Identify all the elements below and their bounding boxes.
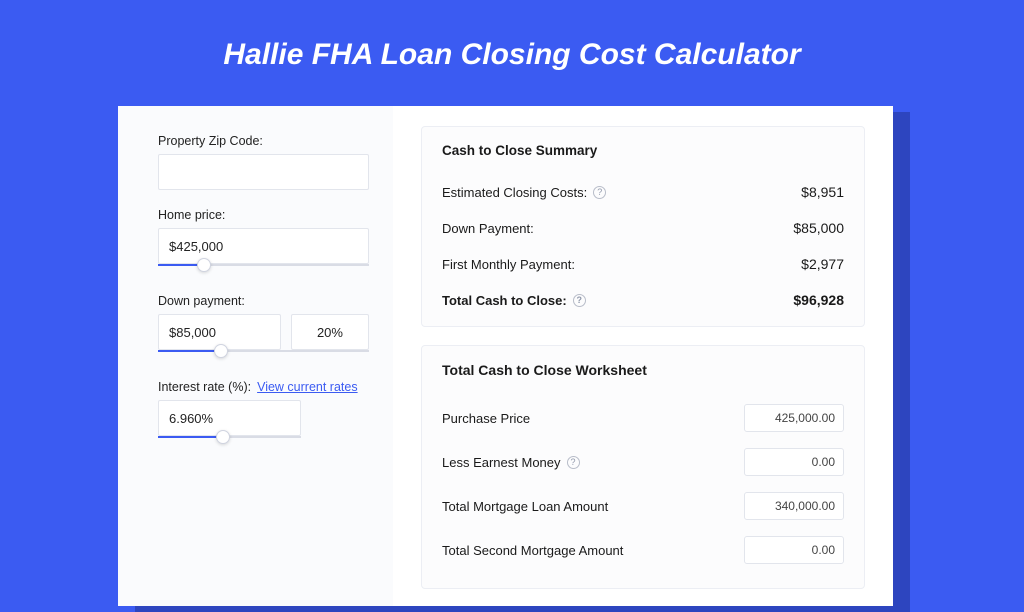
worksheet-title: Total Cash to Close Worksheet [442, 362, 844, 378]
worksheet-row-input[interactable] [744, 448, 844, 476]
interest-label-text: Interest rate (%): [158, 380, 251, 394]
worksheet-row-input[interactable] [744, 536, 844, 564]
interest-label: Interest rate (%): View current rates [158, 380, 369, 394]
down-payment-slider[interactable] [158, 350, 369, 362]
zip-field: Property Zip Code: [158, 134, 369, 190]
worksheet-rows: Purchase Price Less Earnest Money? Total M… [442, 396, 844, 572]
home-price-slider[interactable] [158, 264, 369, 276]
down-payment-pct-input[interactable] [291, 314, 369, 350]
worksheet-row-label: Total Second Mortgage Amount [442, 543, 623, 558]
home-price-field: Home price: [158, 208, 369, 276]
summary-row-label: Estimated Closing Costs: [442, 185, 587, 200]
worksheet-row-input[interactable] [744, 492, 844, 520]
help-icon[interactable]: ? [567, 456, 580, 469]
summary-row-label: First Monthly Payment: [442, 257, 575, 272]
worksheet-row-label: Purchase Price [442, 411, 530, 426]
summary-row: Estimated Closing Costs:? $8,951 [442, 174, 844, 210]
down-payment-field: Down payment: [158, 294, 369, 362]
summary-rows: Estimated Closing Costs:? $8,951 Down Paym… [442, 174, 844, 282]
summary-row-label: Down Payment: [442, 221, 534, 236]
inputs-panel: Property Zip Code: Home price: Down paym… [118, 106, 393, 606]
summary-row-value: $8,951 [801, 184, 844, 200]
summary-title: Cash to Close Summary [442, 143, 844, 158]
summary-row: Down Payment: $85,000 [442, 210, 844, 246]
calculator-card: Property Zip Code: Home price: Down paym… [118, 106, 893, 606]
summary-row-value: $85,000 [793, 220, 844, 236]
worksheet-row: Total Second Mortgage Amount [442, 528, 844, 572]
summary-row-value: $2,977 [801, 256, 844, 272]
view-rates-link[interactable]: View current rates [257, 380, 358, 394]
summary-box: Cash to Close Summary Estimated Closing … [421, 126, 865, 327]
results-panel: Cash to Close Summary Estimated Closing … [393, 106, 893, 606]
worksheet-row-label: Total Mortgage Loan Amount [442, 499, 608, 514]
summary-total-label: Total Cash to Close: [442, 293, 567, 308]
worksheet-row: Purchase Price [442, 396, 844, 440]
interest-field: Interest rate (%): View current rates [158, 380, 369, 448]
home-price-input[interactable] [158, 228, 369, 264]
interest-slider[interactable] [158, 436, 301, 448]
zip-input[interactable] [158, 154, 369, 190]
worksheet-row-input[interactable] [744, 404, 844, 432]
worksheet-row: Less Earnest Money? [442, 440, 844, 484]
zip-label: Property Zip Code: [158, 134, 369, 148]
worksheet-box: Total Cash to Close Worksheet Purchase P… [421, 345, 865, 589]
help-icon[interactable]: ? [573, 294, 586, 307]
worksheet-row-label: Less Earnest Money [442, 455, 561, 470]
interest-input[interactable] [158, 400, 301, 436]
worksheet-row: Total Mortgage Loan Amount [442, 484, 844, 528]
page-title: Hallie FHA Loan Closing Cost Calculator [0, 0, 1024, 100]
summary-row: First Monthly Payment: $2,977 [442, 246, 844, 282]
summary-total-value: $96,928 [793, 292, 844, 308]
down-payment-label: Down payment: [158, 294, 369, 308]
summary-total-row: Total Cash to Close: ? $96,928 [442, 282, 844, 318]
home-price-label: Home price: [158, 208, 369, 222]
help-icon[interactable]: ? [593, 186, 606, 199]
